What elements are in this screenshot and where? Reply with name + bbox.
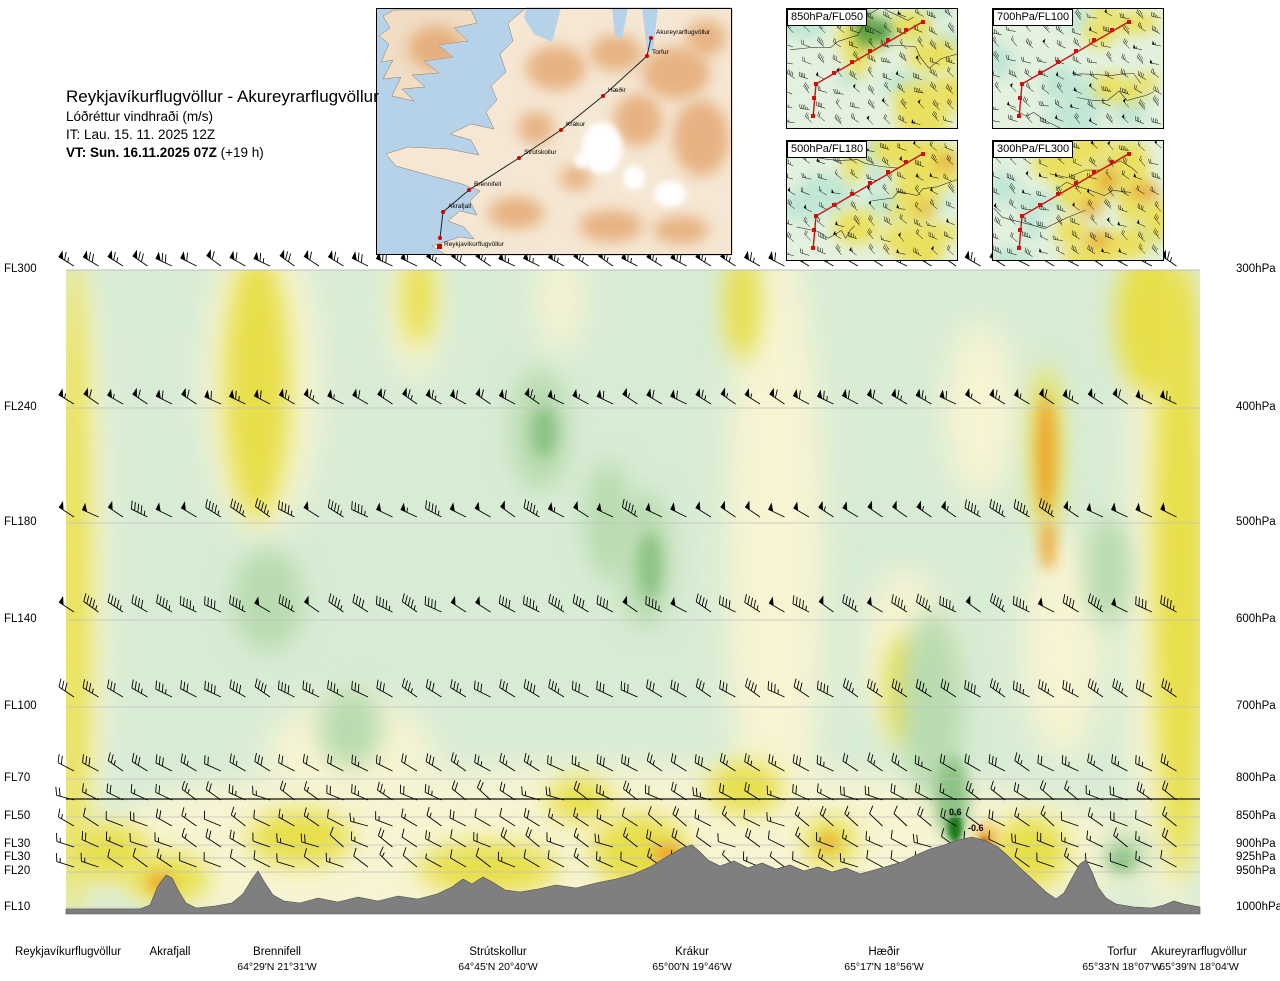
valid-time-offset: (+19 h): [220, 145, 264, 160]
route-map: [376, 7, 733, 256]
mini-map-panel: [992, 8, 1164, 129]
valid-time: VT: Sun. 16.11.2025 07Z (+19 h): [66, 144, 379, 162]
chart-subtitle: Lóðréttur vindhraði (m/s): [66, 109, 214, 124]
chart-header: Reykjavíkurflugvöllur - Akureyrarflugvöl…: [66, 86, 379, 162]
mini-map-panel: [786, 8, 958, 129]
terrain-profile: [65, 836, 1201, 915]
valid-time-main: VT: Sun. 16.11.2025 07Z: [66, 145, 217, 160]
init-time: IT: Lau. 15. 11. 2025 12Z: [66, 127, 216, 142]
mini-map-panel: [786, 140, 958, 261]
mini-map-panel: [992, 140, 1164, 261]
cross-section-plot: [55, 249, 1201, 915]
page-title: Reykjavíkurflugvöllur - Akureyrarflugvöl…: [66, 87, 379, 106]
